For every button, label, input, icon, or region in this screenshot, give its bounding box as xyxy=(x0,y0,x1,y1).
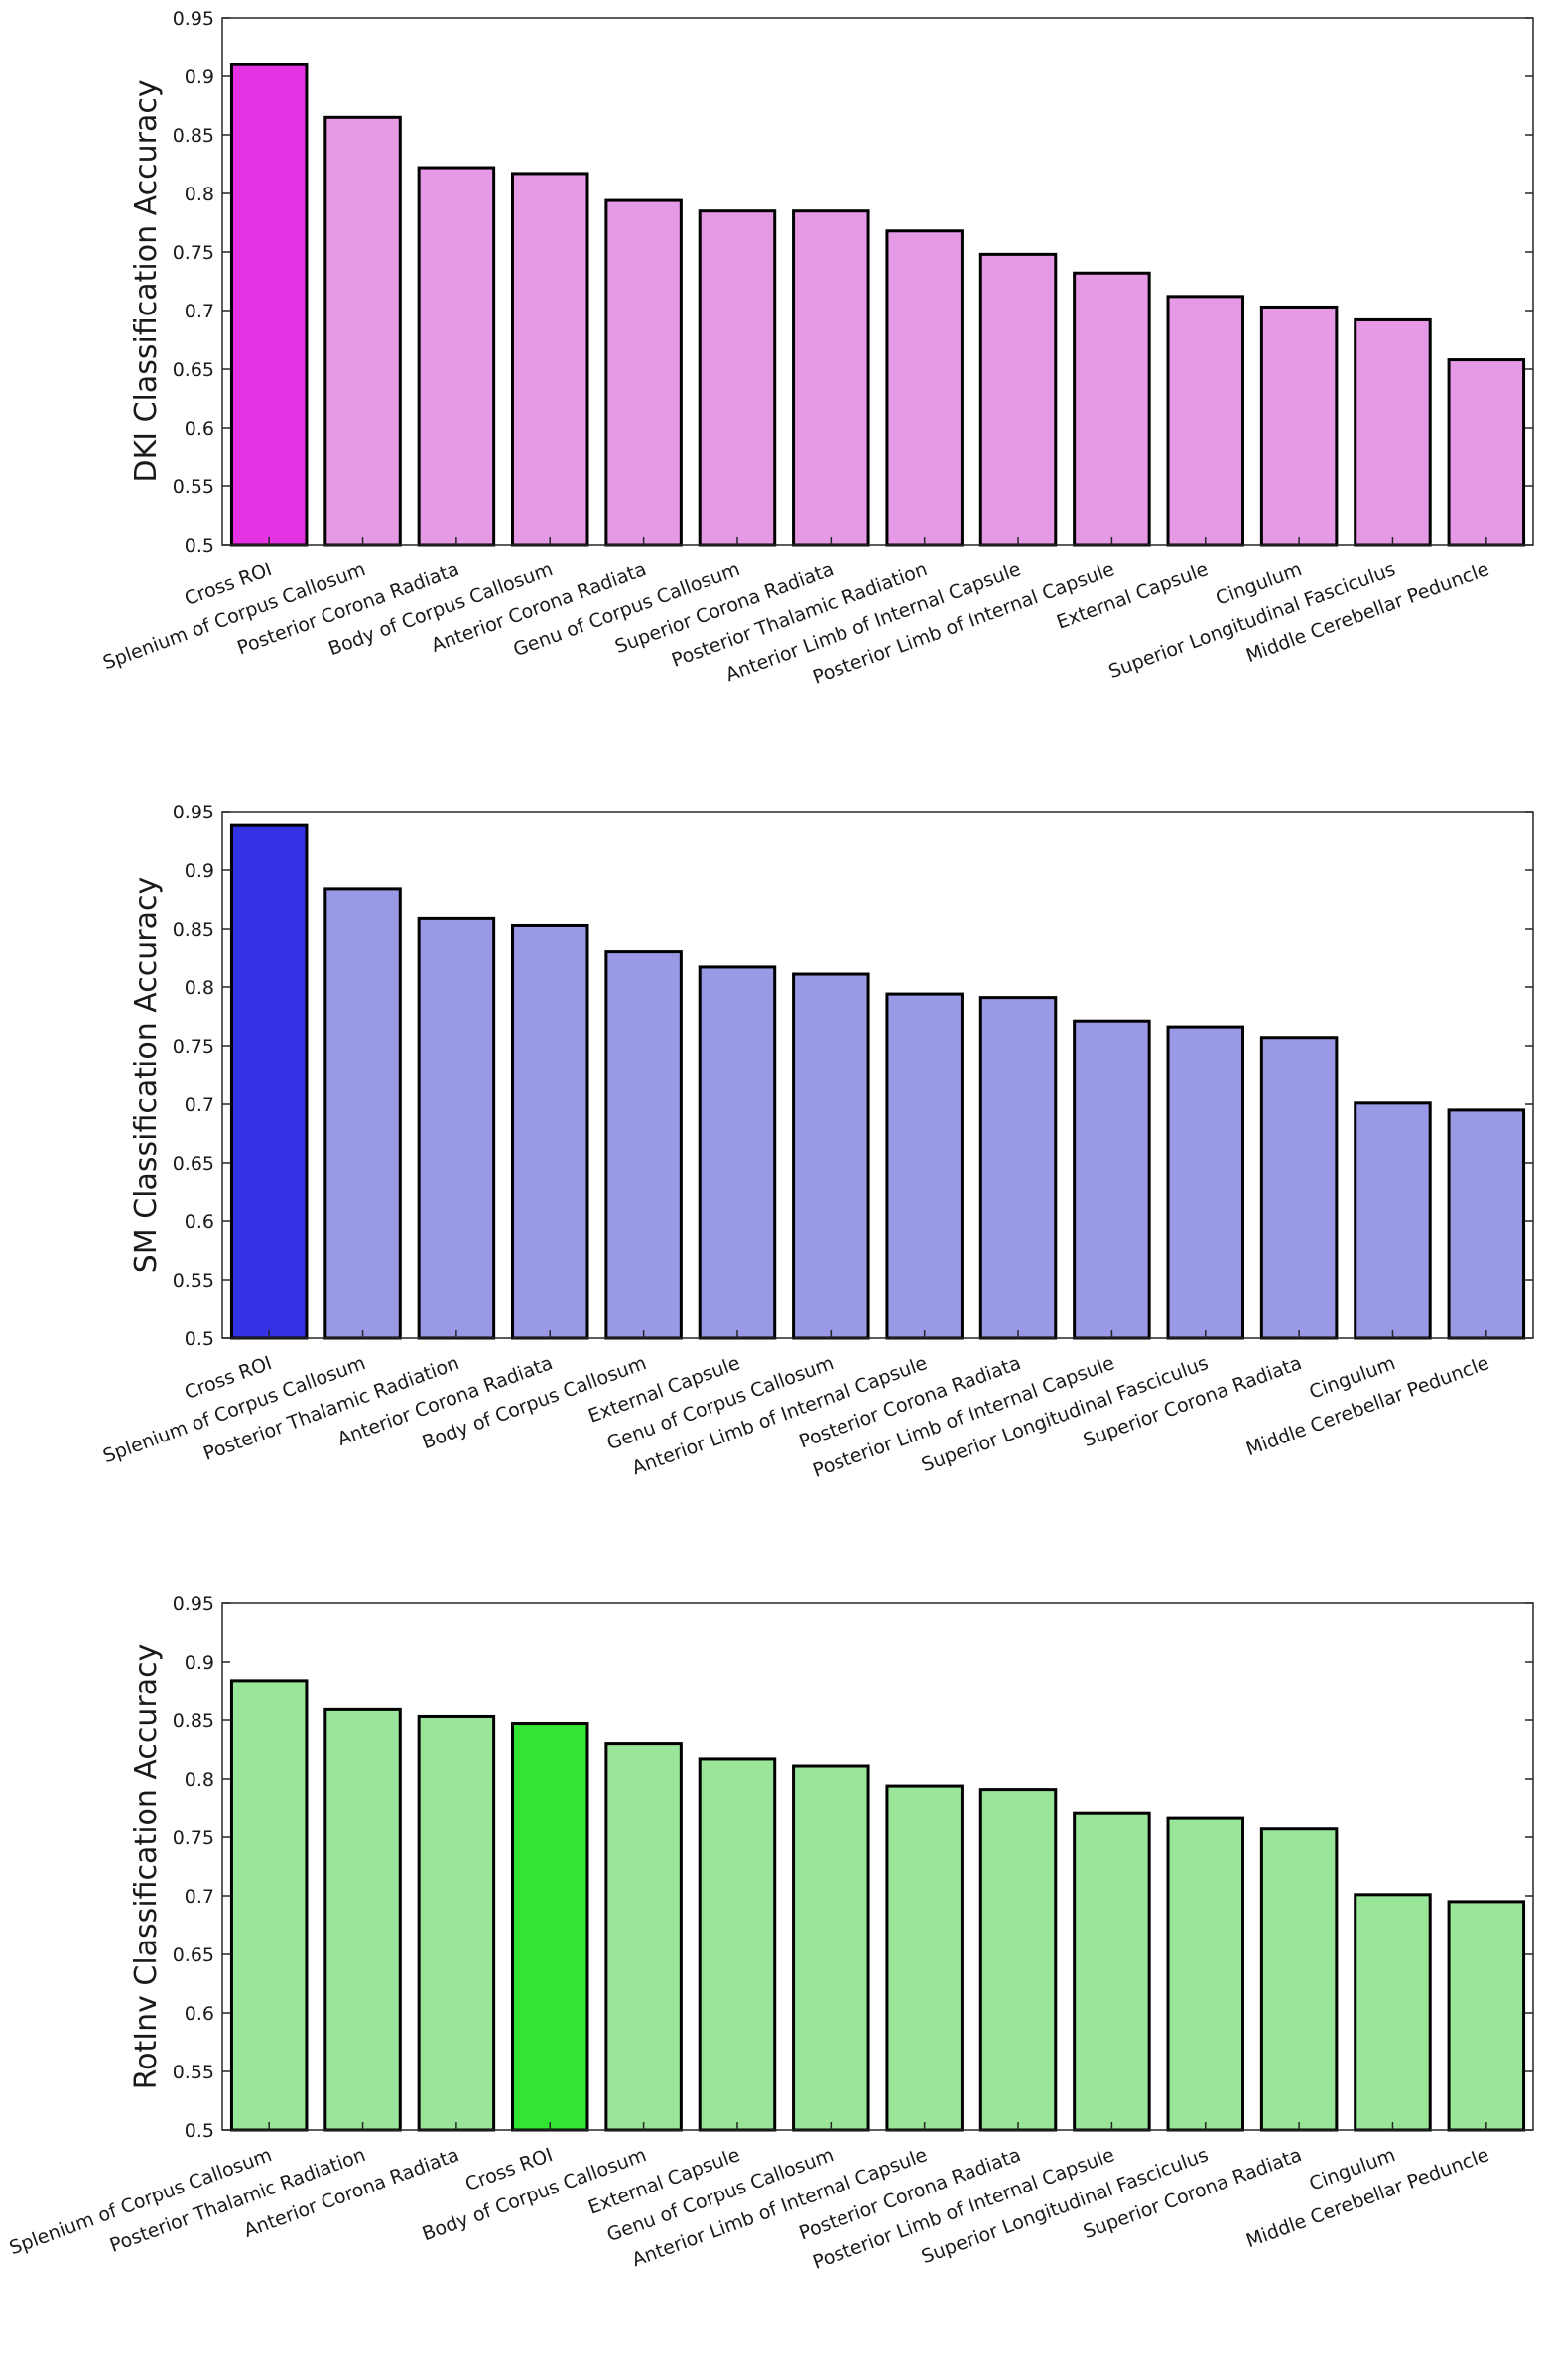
chart2-ytick-label: 0.85 xyxy=(173,919,214,940)
chart3-bar-superior-corona-radiata xyxy=(1259,1827,1339,2132)
chart2-ytick-label: 0.7 xyxy=(185,1094,214,1116)
chart3-y-axis-title: RotInv Classification Accuracy xyxy=(129,1644,164,2090)
chart1-y-axis-title: DKI Classification Accuracy xyxy=(129,79,164,482)
chart3-ytick-label: 0.95 xyxy=(173,1593,214,1615)
chart1-bar-external-capsule xyxy=(1166,295,1245,547)
chart3-bar-middle-cerebellar-peduncle xyxy=(1447,1900,1526,2132)
chart3-axes-frame xyxy=(221,1602,1534,2131)
chart2-bar-anterior-limb-of-internal-capsule xyxy=(885,992,964,1340)
chart2-bar-posterior-thalamic-radiation xyxy=(417,916,496,1340)
chart3-ytick-label: 0.75 xyxy=(173,1827,214,1849)
chart2-bar-anterior-corona-radiata xyxy=(511,923,589,1340)
chart3-bar-posterior-limb-of-internal-capsule xyxy=(1073,1811,1151,2132)
chart3-ytick-label: 0.7 xyxy=(185,1886,214,1908)
chart2-ytick-label: 0.55 xyxy=(173,1270,214,1292)
chart3-ytick-label: 0.55 xyxy=(173,2062,214,2083)
chart2-ytick-label: 0.65 xyxy=(173,1153,214,1175)
chart3-ytick-label: 0.65 xyxy=(173,1944,214,1966)
chart1-bar-body-of-corpus-callosum xyxy=(511,172,589,547)
chart2-ytick-label: 0.6 xyxy=(185,1211,214,1233)
chart1-bar-splenium-of-corpus-callosum xyxy=(323,115,402,547)
chart1-bar-superior-longitudinal-fasciculus xyxy=(1354,317,1432,547)
chart2-bar-superior-corona-radiata xyxy=(1259,1036,1339,1340)
chart2-bar-cingulum xyxy=(1354,1101,1432,1340)
chart3-bar-external-capsule xyxy=(698,1757,777,2132)
chart2-ytick-label: 0.9 xyxy=(185,860,214,882)
chart1-ytick-label: 0.8 xyxy=(185,184,214,205)
chart2-ytick-label: 0.8 xyxy=(185,977,214,999)
chart2-ytick-label: 0.75 xyxy=(173,1036,214,1058)
chart1-bar-posterior-corona-radiata xyxy=(417,166,496,547)
chart3-bar-superior-longitudinal-fasciculus xyxy=(1166,1816,1245,2132)
chart2-bar-posterior-limb-of-internal-capsule xyxy=(1073,1019,1151,1340)
chart1-bar-genu-of-corpus-callosum xyxy=(698,209,777,547)
chart1-bar-anterior-corona-radiata xyxy=(604,198,683,547)
chart3-ytick-label: 0.6 xyxy=(185,2003,214,2025)
chart1-bar-posterior-limb-of-internal-capsule xyxy=(1073,271,1151,547)
chart2-y-axis-title: SM Classification Accuracy xyxy=(129,877,164,1273)
chart3-bar-anterior-corona-radiata xyxy=(417,1714,496,2132)
chart3-bar-posterior-corona-radiata xyxy=(978,1788,1058,2132)
chart1-ytick-label: 0.7 xyxy=(185,301,214,322)
chart1-ytick-label: 0.95 xyxy=(173,8,214,30)
chart1-bar-anterior-limb-of-internal-capsule xyxy=(978,252,1058,547)
chart1-ytick-label: 0.6 xyxy=(185,418,214,439)
chart2-bar-superior-longitudinal-fasciculus xyxy=(1166,1025,1245,1340)
chart1-ytick-label: 0.55 xyxy=(173,476,214,498)
chart1-ytick-label: 0.75 xyxy=(173,242,214,264)
chart1-bar-posterior-thalamic-radiation xyxy=(885,229,964,547)
chart2-axes-frame xyxy=(221,811,1534,1339)
chart2-bar-posterior-corona-radiata xyxy=(978,996,1058,1340)
chart2-ytick-label: 0.5 xyxy=(185,1328,214,1350)
chart1-axes-frame xyxy=(221,17,1534,546)
chart2-bar-external-capsule xyxy=(698,965,777,1340)
chart2-bar-cross-roi xyxy=(229,823,309,1340)
chart3-bar-splenium-of-corpus-callosum xyxy=(229,1679,309,2132)
chart3-ytick-label: 0.85 xyxy=(173,1710,214,1732)
chart1-bar-cingulum xyxy=(1259,305,1339,547)
chart3-bar-genu-of-corpus-callosum xyxy=(792,1764,870,2132)
chart2-bar-genu-of-corpus-callosum xyxy=(792,972,870,1340)
chart1-ytick-label: 0.5 xyxy=(185,535,214,557)
chart2-bar-middle-cerebellar-peduncle xyxy=(1447,1108,1526,1340)
chart1-ytick-label: 0.85 xyxy=(173,125,214,147)
chart2-bar-splenium-of-corpus-callosum xyxy=(323,887,402,1340)
chart3-bar-cingulum xyxy=(1354,1893,1432,2132)
chart3-ytick-label: 0.9 xyxy=(185,1652,214,1674)
chart3-bar-cross-roi xyxy=(511,1722,589,2132)
chart1-bar-cross-roi xyxy=(229,63,309,547)
chart3-ytick-label: 0.5 xyxy=(185,2120,214,2142)
chart3-bar-body-of-corpus-callosum xyxy=(604,1742,683,2132)
chart1-bar-middle-cerebellar-peduncle xyxy=(1447,358,1526,547)
chart3-bar-anterior-limb-of-internal-capsule xyxy=(885,1784,964,2132)
chart1-bar-superior-corona-radiata xyxy=(792,209,870,547)
chart2-bar-body-of-corpus-callosum xyxy=(604,950,683,1340)
chart1-ytick-label: 0.9 xyxy=(185,66,214,88)
chart3-bar-posterior-thalamic-radiation xyxy=(323,1707,402,2132)
chart2-ytick-label: 0.95 xyxy=(173,802,214,823)
chart3-ytick-label: 0.8 xyxy=(185,1769,214,1791)
chart1-ytick-label: 0.65 xyxy=(173,359,214,381)
